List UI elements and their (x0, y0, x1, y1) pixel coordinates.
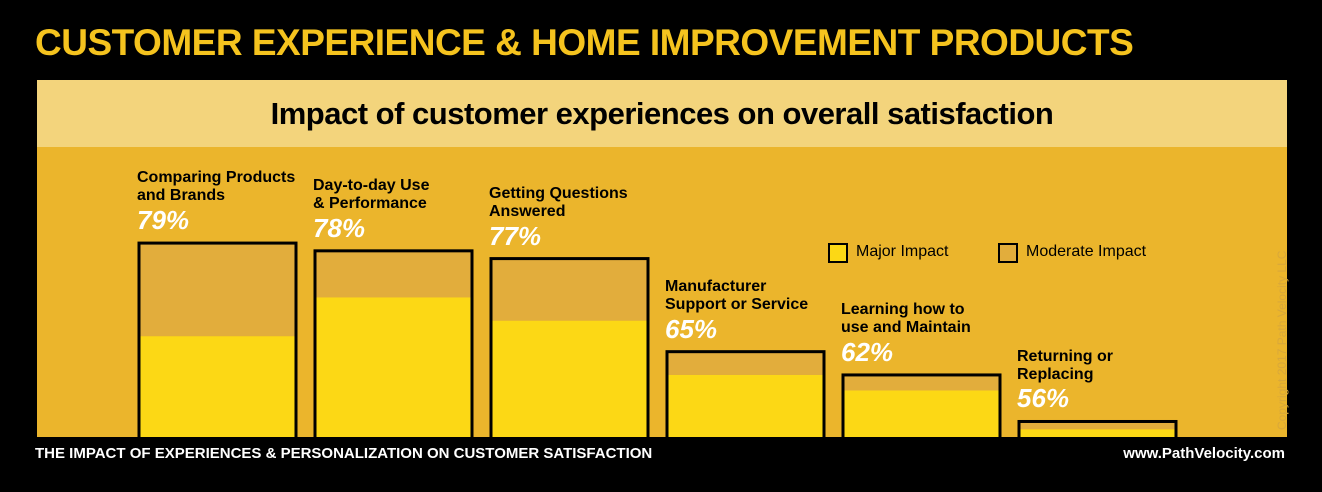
legend-swatch (998, 243, 1018, 263)
footer: THE IMPACT OF EXPERIENCES & PERSONALIZAT… (35, 445, 653, 462)
category-label: Getting Questions Answered (489, 184, 628, 220)
total-label: 79% (137, 205, 190, 236)
bar-segment (315, 297, 472, 437)
bar-outline (1017, 419, 1178, 437)
bar-outline (841, 373, 1002, 437)
category-label: Manufacturer Support or Service (665, 277, 809, 313)
subtitle: Impact of customer experiences on overal… (37, 80, 1287, 147)
category-label: Comparing Products and Brands (137, 169, 296, 205)
total-label: 65% (665, 313, 718, 344)
total-label: 77% (489, 220, 542, 251)
legend-swatch (828, 243, 848, 263)
legend-label: Major Impact (856, 243, 949, 260)
category-label: Returning or Replacing (1017, 347, 1113, 383)
total-label: 78% (313, 212, 366, 243)
bar-segment (491, 258, 648, 321)
bars (137, 241, 1178, 437)
bar-segment (491, 320, 648, 437)
bar-segment (139, 336, 296, 437)
bar-segment (667, 374, 824, 437)
category-label: Day-to-day Use & Performance (313, 176, 430, 212)
legend-label: Moderate Impact (1026, 243, 1147, 260)
title: CUSTOMER EXPERIENCE & HOME IMPROVEMENT P… (35, 22, 1134, 63)
bar-segment (667, 351, 824, 375)
bar-segment (1019, 429, 1176, 437)
bar-segment (843, 374, 1000, 391)
bar-outline (137, 241, 298, 437)
bar-segment (1019, 421, 1176, 430)
total-label: 56% (1017, 383, 1070, 414)
bar-segment (139, 243, 296, 337)
bar-outline (665, 350, 826, 437)
category-label: Learning how to use and Maintain (841, 300, 971, 336)
bar-outline (313, 249, 474, 437)
website: www.PathVelocity.com (1123, 445, 1285, 462)
bar-segment (315, 250, 472, 298)
bar-outline (489, 257, 650, 437)
copyright: Copyright 2017 Path Velocity LLC (1275, 250, 1289, 430)
total-label: 62% (841, 336, 894, 367)
bar-segment (843, 390, 1000, 437)
